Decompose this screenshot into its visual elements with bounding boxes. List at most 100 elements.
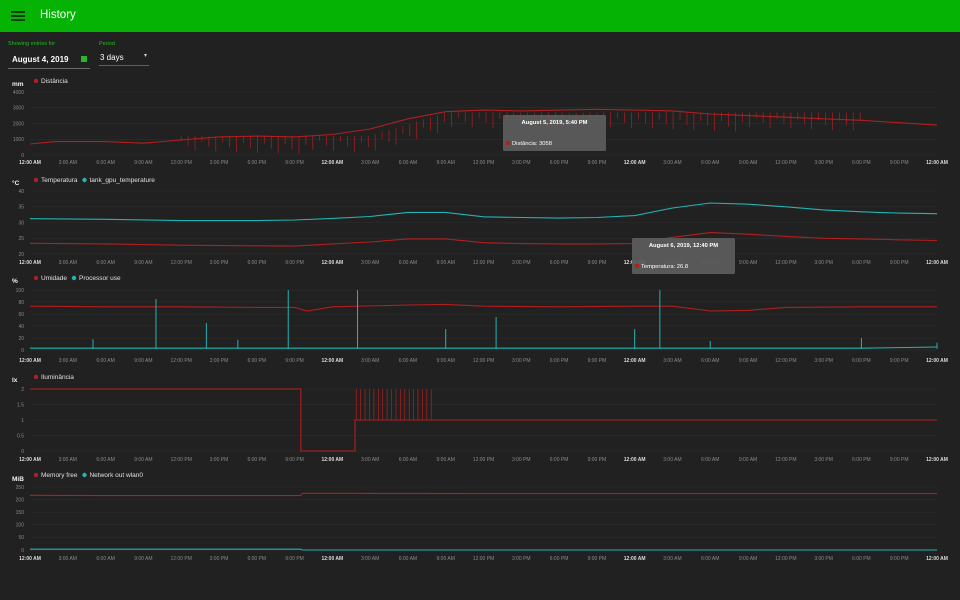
y-tick-label: 3000 (13, 106, 24, 112)
hamburger-menu-icon[interactable] (11, 11, 25, 21)
x-tick-label: 6:00 PM (852, 260, 871, 266)
tooltip-title: August 6, 2019, 12:40 PM (649, 243, 718, 249)
y-tick-label: 0 (21, 153, 24, 159)
legend-marker (33, 78, 39, 84)
axis-unit-label: % (12, 278, 18, 285)
x-tick-label: 6:00 AM (399, 160, 417, 166)
legend-marker (82, 177, 87, 183)
x-tick-label: 6:00 PM (247, 457, 266, 463)
x-tick-label: 6:00 PM (852, 160, 871, 166)
x-tick-label: 12:00 AM (624, 358, 646, 364)
y-tick-label: 1000 (13, 137, 24, 143)
x-tick-label: 6:00 PM (550, 556, 569, 562)
x-tick-label: 3:00 AM (663, 358, 681, 364)
x-tick-label: 6:00 AM (399, 260, 417, 266)
x-tick-label: 6:00 PM (550, 457, 569, 463)
x-tick-label: 3:00 AM (59, 556, 77, 562)
legend-label: Temperatura (41, 177, 78, 184)
date-picker-field[interactable]: August 4, 2019 (8, 52, 90, 69)
x-tick-label: 9:00 PM (588, 556, 607, 562)
x-tick-label: 3:00 AM (59, 260, 77, 266)
x-tick-label: 3:00 PM (814, 160, 833, 166)
x-tick-label: 3:00 PM (814, 358, 833, 364)
x-tick-label: 12:00 PM (775, 556, 796, 562)
legend-label: tank_gpu_temperature (90, 177, 156, 184)
x-tick-label: 12:00 PM (170, 260, 191, 266)
x-tick-label: 3:00 PM (210, 457, 229, 463)
x-tick-label: 6:00 AM (701, 556, 719, 562)
y-tick-label: 0 (21, 348, 24, 354)
x-tick-label: 3:00 AM (59, 457, 77, 463)
x-tick-label: 9:00 PM (285, 260, 304, 266)
x-tick-label: 6:00 AM (399, 457, 417, 463)
axis-unit-label: MiB (12, 476, 24, 483)
y-tick-label: 100 (16, 288, 25, 294)
period-select[interactable]: 3 days ▾ (99, 52, 149, 66)
x-tick-label: 12:00 PM (170, 160, 191, 166)
x-tick-label: 12:00 PM (775, 260, 796, 266)
x-tick-label: 3:00 PM (512, 457, 531, 463)
x-tick-label: 3:00 PM (512, 260, 531, 266)
x-tick-label: 6:00 PM (247, 556, 266, 562)
series-line (30, 346, 938, 349)
x-tick-label: 12:00 PM (473, 160, 494, 166)
x-tick-label: 9:00 AM (739, 160, 757, 166)
x-tick-label: 3:00 PM (210, 358, 229, 364)
x-tick-label: 3:00 AM (59, 160, 77, 166)
x-tick-label: 3:00 PM (512, 358, 531, 364)
tooltip-box (632, 238, 735, 274)
x-tick-label: 3:00 AM (663, 160, 681, 166)
x-tick-label: 3:00 AM (59, 358, 77, 364)
y-tick-label: 60 (18, 312, 24, 318)
y-tick-label: 30 (18, 220, 24, 226)
x-tick-label: 6:00 PM (852, 358, 871, 364)
x-tick-label: 3:00 AM (361, 160, 379, 166)
x-tick-label: 3:00 PM (210, 260, 229, 266)
x-tick-label: 6:00 AM (96, 358, 114, 364)
x-tick-label: 9:00 AM (739, 358, 757, 364)
tooltip-label: Temperatura: 26.8 (641, 264, 688, 270)
tooltip-title: August 5, 2019, 5:40 PM (521, 120, 587, 126)
x-tick-label: 3:00 PM (814, 457, 833, 463)
x-tick-label: 3:00 PM (814, 556, 833, 562)
tooltip-label: Distância: 3058 (512, 141, 552, 147)
x-tick-label: 3:00 PM (210, 556, 229, 562)
x-tick-label: 12:00 PM (473, 260, 494, 266)
legend-label: Umidade (41, 275, 67, 282)
series-line (29, 492, 937, 497)
x-tick-label: 6:00 AM (399, 358, 417, 364)
x-tick-label: 6:00 PM (247, 260, 266, 266)
x-tick-label: 12:00 AM (321, 260, 343, 266)
x-tick-label: 6:00 PM (550, 160, 569, 166)
x-tick-label: 12:00 AM (19, 358, 41, 364)
x-tick-label: 6:00 AM (96, 260, 114, 266)
period-value: 3 days (100, 53, 124, 62)
x-tick-label: 9:00 AM (134, 260, 152, 266)
x-tick-label: 9:00 PM (285, 556, 304, 562)
legend-marker (82, 472, 87, 478)
y-tick-label: 1 (21, 418, 24, 424)
legend-label: Network out wlan0 (89, 472, 143, 479)
x-tick-label: 3:00 AM (663, 457, 681, 463)
y-tick-label: 200 (16, 497, 25, 503)
x-tick-label: 9:00 PM (285, 358, 304, 364)
x-tick-label: 9:00 AM (437, 358, 455, 364)
date-label: Showing entries for (8, 41, 56, 47)
y-tick-label: 250 (16, 485, 25, 491)
y-tick-label: 100 (16, 523, 25, 529)
x-tick-label: 12:00 AM (19, 260, 41, 266)
x-tick-label: 3:00 PM (814, 260, 833, 266)
x-tick-label: 12:00 PM (775, 457, 796, 463)
calendar-icon[interactable] (81, 56, 87, 62)
y-tick-label: 2 (21, 387, 24, 393)
tooltip-marker (635, 264, 639, 268)
x-tick-label: 3:00 AM (361, 358, 379, 364)
x-tick-label: 6:00 PM (852, 457, 871, 463)
x-tick-label: 12:00 AM (321, 358, 343, 364)
series-line (29, 108, 938, 145)
y-tick-label: 20 (18, 336, 24, 342)
x-tick-label: 9:00 PM (588, 260, 607, 266)
x-tick-label: 9:00 PM (890, 457, 909, 463)
x-tick-label: 6:00 AM (701, 457, 719, 463)
x-tick-label: 12:00 AM (321, 556, 343, 562)
